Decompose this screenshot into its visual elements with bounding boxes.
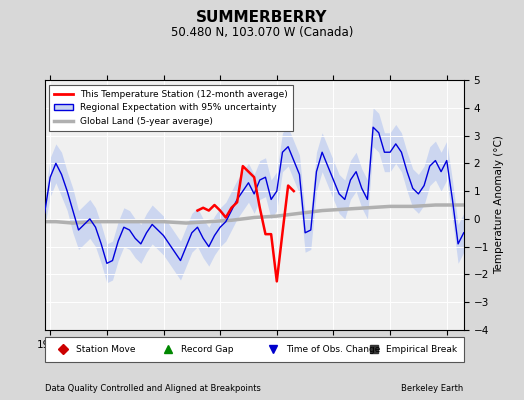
Text: Empirical Break: Empirical Break <box>386 345 457 354</box>
Text: SUMMERBERRY: SUMMERBERRY <box>196 10 328 25</box>
Legend: This Temperature Station (12-month average), Regional Expectation with 95% uncer: This Temperature Station (12-month avera… <box>49 84 293 131</box>
Text: Berkeley Earth: Berkeley Earth <box>401 384 464 393</box>
Text: Record Gap: Record Gap <box>181 345 233 354</box>
Text: 50.480 N, 103.070 W (Canada): 50.480 N, 103.070 W (Canada) <box>171 26 353 39</box>
Text: Data Quality Controlled and Aligned at Breakpoints: Data Quality Controlled and Aligned at B… <box>45 384 260 393</box>
Text: Station Move: Station Move <box>76 345 136 354</box>
Y-axis label: Temperature Anomaly (°C): Temperature Anomaly (°C) <box>494 136 505 274</box>
Text: Time of Obs. Change: Time of Obs. Change <box>286 345 380 354</box>
